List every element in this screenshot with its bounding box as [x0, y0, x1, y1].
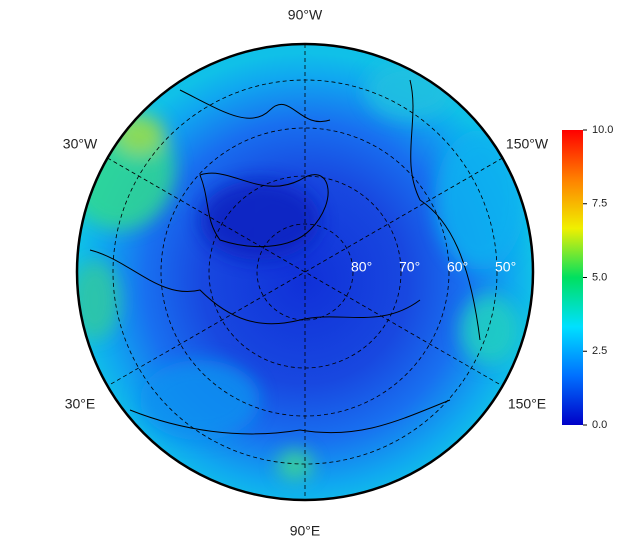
latitude-label: 70°: [399, 259, 420, 275]
latitude-ring: [112, 79, 498, 465]
latitude-ring: [256, 223, 354, 321]
map-boundary: [75, 42, 535, 502]
latitude-label: 80°: [351, 259, 372, 275]
colorbar-tick-label: 5.0: [592, 271, 607, 283]
graticule: [107, 44, 503, 500]
longitude-label: 30°W: [63, 136, 98, 152]
latitude-ring: [208, 175, 402, 369]
longitude-label: 150°W: [506, 136, 549, 152]
longitude-label: 90°W: [288, 7, 323, 23]
colorbar: [562, 130, 583, 425]
colorbar-tick-label: 2.5: [592, 345, 607, 357]
latitude-label: 60°: [447, 259, 468, 275]
colorbar-tick-label: 7.5: [592, 198, 607, 210]
latitude-label: 50°: [495, 259, 516, 275]
longitude-label: 90°E: [290, 523, 321, 539]
longitude-label: 30°E: [65, 396, 96, 412]
latitude-ring: [160, 127, 450, 417]
colorbar-tick-label: 0.0: [592, 419, 607, 431]
longitude-label: 150°E: [508, 396, 546, 412]
colorbar-tick-label: 10.0: [592, 124, 613, 136]
